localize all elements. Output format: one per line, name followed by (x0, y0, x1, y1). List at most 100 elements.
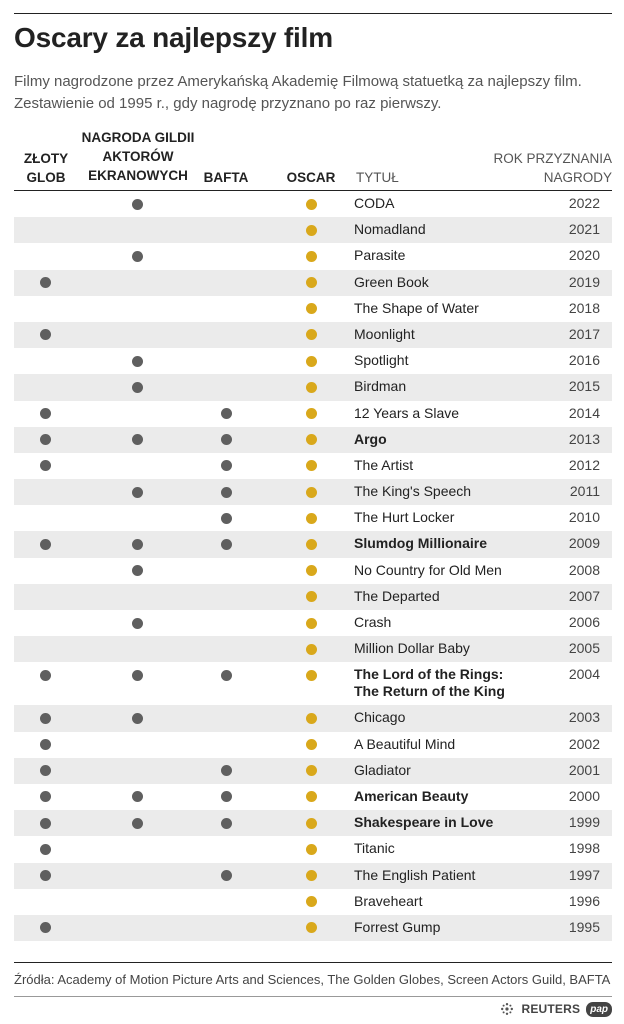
film-title: Nomadland (354, 221, 426, 238)
film-title: Moonlight (354, 326, 415, 343)
film-title-line: CODA (354, 195, 395, 211)
film-title-line: The Lord of the Rings: (354, 666, 504, 683)
glob-award-dot (40, 329, 51, 341)
film-title-line: American Beauty (354, 787, 469, 804)
film-title: A Beautiful Mind (354, 736, 455, 753)
film-title: The Hurt Locker (354, 509, 454, 526)
bafta-award-dot (221, 460, 232, 472)
award-year: 2010 (568, 509, 600, 526)
film-title: Spotlight (354, 352, 408, 369)
award-year: 2004 (568, 666, 600, 683)
film-title-line: Moonlight (354, 325, 415, 342)
table-row: Gladiator 2001 (14, 757, 612, 784)
film-title: The Departed (354, 588, 440, 605)
oscar-award-dot (306, 486, 317, 498)
oscar-award-dot (306, 617, 317, 629)
film-title-line: Green Book (354, 273, 429, 290)
table-row: The Departed 2007 (14, 583, 612, 610)
film-title: Braveheart (354, 893, 422, 910)
sag-award-dot (132, 669, 143, 681)
award-year: 2007 (568, 587, 600, 604)
film-title: Gladiator (354, 762, 411, 779)
film-title: Forrest Gump (354, 919, 440, 936)
glob-award-dot (40, 922, 51, 934)
film-title-line: Gladiator (354, 761, 411, 778)
film-title: The Lord of the Rings: The Return of the … (354, 666, 505, 700)
oscar-award-dot (306, 739, 317, 751)
reuters-logo-icon (501, 1003, 514, 1015)
table-row: Titanic 1998 (14, 836, 612, 862)
glob-award-dot (40, 712, 51, 724)
film-title: 12 Years a Slave (354, 405, 459, 422)
oscar-award-dot (306, 896, 317, 908)
sag-award-dot (132, 791, 143, 803)
film-title: American Beauty (354, 788, 468, 805)
award-year: 2018 (568, 299, 600, 316)
award-year: 2002 (568, 735, 600, 752)
chart-title: Oscary za najlepszy film (14, 22, 333, 53)
oscar-award-dot (306, 303, 317, 315)
column-header-sag: NAGRODA GILDII AKTORÓW EKRANOWYCH (81, 130, 195, 183)
film-title: Crash (354, 614, 391, 631)
oscar-award-dot (306, 355, 317, 367)
table-row: Braveheart 1996 (14, 889, 612, 915)
glob-award-dot (40, 791, 51, 803)
award-year: 2003 (568, 709, 600, 726)
table-row: American Beauty 2000 (14, 784, 612, 810)
table-row: Argo 2013 (14, 426, 612, 453)
film-title: Argo (354, 431, 387, 448)
sag-award-dot (132, 381, 143, 393)
film-title-line: The Hurt Locker (354, 509, 455, 526)
film-title-line: Shakespeare in Love (354, 814, 494, 831)
oscar-award-dot (306, 408, 317, 419)
oscar-award-dot (306, 224, 317, 236)
bafta-award-dot (221, 512, 232, 524)
chart-subtitle: Filmy nagrodzone przez Amerykańską Akade… (14, 73, 582, 112)
award-year: 2012 (568, 456, 600, 473)
film-title-line: Birdman (354, 378, 407, 395)
award-year: 2016 (568, 352, 600, 369)
film-title-line: Spotlight (354, 352, 409, 369)
credit: REUTERS pap (499, 1001, 612, 1017)
bafta-award-dot (221, 486, 232, 498)
award-year: 2020 (568, 247, 600, 264)
film-title-line: Million Dollar Baby (354, 640, 470, 657)
glob-award-dot (40, 765, 51, 777)
sag-award-dot (132, 434, 143, 446)
bafta-award-dot (221, 408, 232, 419)
film-title: Million Dollar Baby (354, 640, 470, 657)
film-title-line: Parasite (354, 247, 406, 264)
oscar-award-dot (306, 538, 317, 550)
award-year: 2001 (568, 761, 600, 778)
bafta-award-dot (221, 434, 232, 446)
film-title: The English Patient (354, 867, 475, 884)
sag-award-dot (132, 617, 143, 629)
sag-award-dot (132, 250, 143, 262)
oscar-award-dot (306, 922, 317, 934)
table-row: Birdman 2015 (14, 374, 612, 401)
film-title-line: Argo (354, 430, 387, 447)
table-row: Spotlight 2016 (14, 348, 612, 374)
film-title: Titanic (354, 840, 395, 857)
table-row: The Artist 2012 (14, 453, 612, 479)
film-title-line: 12 Years a Slave (354, 404, 460, 421)
award-year: 2021 (568, 221, 600, 238)
film-title-line: Chicago (354, 709, 406, 726)
award-year: 2022 (568, 195, 600, 211)
film-title-line: No Country for Old Men (354, 561, 502, 578)
glob-award-dot (40, 408, 51, 419)
oscar-award-dot (306, 843, 317, 855)
oscar-award-dot (306, 329, 317, 341)
award-year: 2015 (568, 378, 600, 395)
oscar-award-dot (306, 791, 317, 803)
oscar-award-dot (306, 765, 317, 777)
bafta-award-dot (221, 669, 232, 681)
table-row: Green Book 2019 (14, 269, 612, 296)
footer-rule (14, 962, 612, 963)
table-row: The Shape of Water 2018 (14, 296, 612, 322)
table-row: Slumdog Millionaire 2009 (14, 531, 612, 558)
table-row: Parasite 2020 (14, 243, 612, 269)
glob-award-dot (40, 669, 51, 681)
film-title: The Artist (354, 457, 413, 474)
oscar-award-dot (306, 250, 317, 262)
